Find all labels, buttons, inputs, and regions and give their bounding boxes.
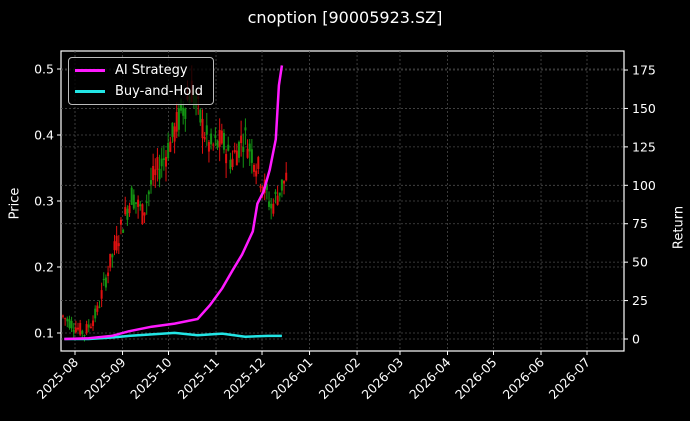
svg-text:150: 150 [632, 101, 656, 116]
y-axis-label-left: Price [7, 187, 23, 220]
svg-text:2026-06: 2026-06 [500, 354, 548, 402]
svg-text:50: 50 [632, 255, 648, 270]
svg-text:100: 100 [632, 178, 656, 193]
svg-text:125: 125 [632, 139, 656, 154]
svg-text:0.2: 0.2 [34, 260, 54, 275]
svg-text:2026-07: 2026-07 [546, 355, 594, 403]
svg-text:0.3: 0.3 [34, 194, 54, 209]
svg-text:0: 0 [632, 332, 640, 347]
svg-text:25: 25 [632, 293, 648, 308]
svg-text:2026-01: 2026-01 [268, 355, 316, 403]
y-axis-label-right: Return [671, 205, 687, 250]
svg-text:2026-04: 2026-04 [406, 354, 454, 402]
legend-item-ai-strategy: AI Strategy [75, 61, 188, 79]
svg-text:2025-09: 2025-09 [81, 354, 129, 402]
buy-and-hold-swatch [75, 89, 105, 93]
legend-label: AI Strategy [115, 62, 188, 78]
legend: AI Strategy Buy-and-Hold [68, 57, 214, 105]
right-axis-ticks: 0 25 50 75 100 125 150 175 [624, 63, 656, 347]
ai-strategy-line [64, 65, 284, 341]
svg-text:2026-05: 2026-05 [452, 355, 500, 403]
legend-label: Buy-and-Hold [115, 83, 204, 99]
legend-item-buy-and-hold: Buy-and-Hold [75, 82, 203, 100]
svg-text:0.5: 0.5 [34, 62, 54, 77]
svg-text:0.4: 0.4 [34, 128, 54, 143]
buy-and-hold-line [64, 331, 282, 341]
svg-text:2026-03: 2026-03 [359, 355, 407, 403]
ai-strategy-swatch [75, 68, 105, 72]
left-axis-ticks: 0.1 0.2 0.3 0.4 0.5 [34, 62, 61, 341]
svg-text:0.1: 0.1 [34, 326, 54, 341]
svg-text:2026-02: 2026-02 [316, 355, 364, 403]
svg-text:2025-11: 2025-11 [175, 355, 223, 403]
chart-title: cnoption [90005923.SZ] [247, 8, 443, 27]
svg-text:2025-08: 2025-08 [34, 354, 82, 402]
svg-text:2025-12: 2025-12 [221, 355, 269, 403]
svg-text:75: 75 [632, 216, 648, 231]
svg-text:2025-10: 2025-10 [127, 354, 175, 402]
svg-text:175: 175 [632, 63, 656, 78]
candlesticks [62, 65, 288, 342]
